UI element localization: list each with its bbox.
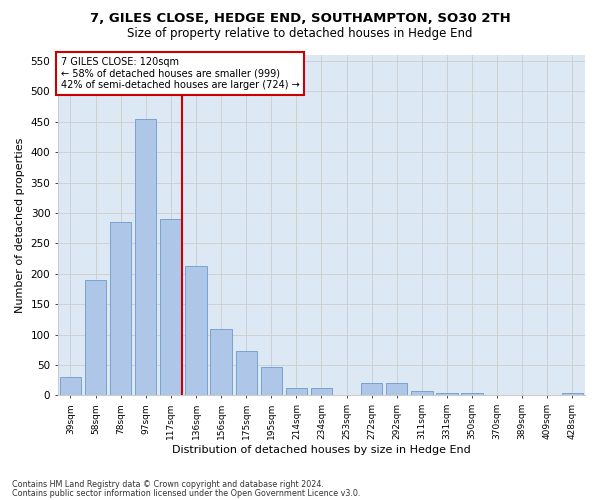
Bar — [436, 393, 458, 396]
Y-axis label: Number of detached properties: Number of detached properties — [15, 138, 25, 313]
Bar — [562, 393, 583, 396]
Text: Contains public sector information licensed under the Open Government Licence v3: Contains public sector information licen… — [12, 488, 361, 498]
Bar — [386, 384, 407, 396]
Bar — [110, 222, 131, 396]
Bar — [85, 280, 106, 396]
X-axis label: Distribution of detached houses by size in Hedge End: Distribution of detached houses by size … — [172, 445, 471, 455]
Bar — [411, 390, 433, 396]
Text: Size of property relative to detached houses in Hedge End: Size of property relative to detached ho… — [127, 28, 473, 40]
Bar — [185, 266, 206, 396]
Bar — [211, 328, 232, 396]
Bar — [311, 388, 332, 396]
Text: 7 GILES CLOSE: 120sqm
← 58% of detached houses are smaller (999)
42% of semi-det: 7 GILES CLOSE: 120sqm ← 58% of detached … — [61, 56, 299, 90]
Bar — [135, 119, 157, 396]
Bar — [160, 219, 182, 396]
Bar — [60, 377, 81, 396]
Text: Contains HM Land Registry data © Crown copyright and database right 2024.: Contains HM Land Registry data © Crown c… — [12, 480, 324, 489]
Bar — [236, 351, 257, 396]
Bar — [286, 388, 307, 396]
Bar — [361, 384, 382, 396]
Bar — [461, 393, 483, 396]
Bar — [260, 368, 282, 396]
Text: 7, GILES CLOSE, HEDGE END, SOUTHAMPTON, SO30 2TH: 7, GILES CLOSE, HEDGE END, SOUTHAMPTON, … — [89, 12, 511, 26]
